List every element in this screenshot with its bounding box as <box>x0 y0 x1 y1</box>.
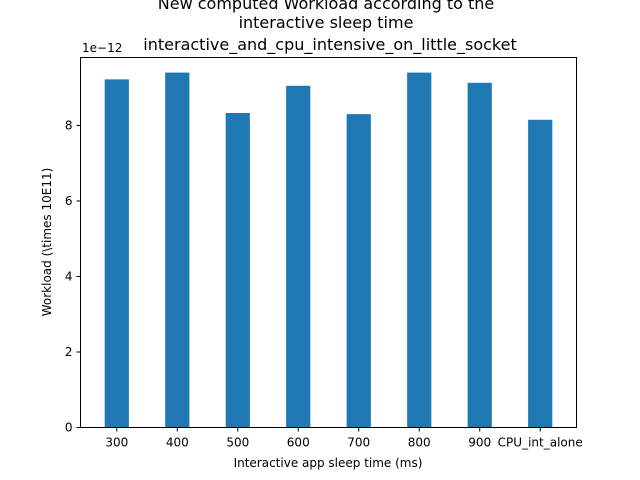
x-tick-label: 800 <box>408 436 431 450</box>
chart-title-line-3: interactive_and_cpu_intensive_on_little_… <box>143 35 516 55</box>
y-axis-ticks: 0 2 4 6 8 <box>65 118 81 435</box>
y-axis-label: Workload (\times 10E11) <box>40 168 54 317</box>
y-tick-label: 2 <box>65 345 73 359</box>
y-tick-label: 8 <box>65 118 73 132</box>
bar-300 <box>104 79 129 428</box>
x-axis-ticks: 300 400 500 600 700 800 900 CPU_int_alone <box>105 427 583 450</box>
x-axis-label: Interactive app sleep time (ms) <box>234 456 423 470</box>
chart-title: New computed Workload according to the i… <box>143 0 516 55</box>
x-tick-label: 400 <box>166 436 189 450</box>
chart-title-line-1: New computed Workload according to the <box>158 0 494 13</box>
x-tick-label: 700 <box>347 436 370 450</box>
y-tick-label: 6 <box>65 194 73 208</box>
bar-900 <box>467 82 492 428</box>
plot-frame <box>80 57 577 428</box>
bars-group <box>104 72 553 428</box>
bar-500 <box>225 113 250 428</box>
bar-700 <box>346 114 371 428</box>
chart-title-line-2: interactive sleep time <box>239 13 414 32</box>
bar-CPU_int_alone <box>528 119 553 428</box>
x-tick-label: 600 <box>287 436 310 450</box>
y-tick-label: 0 <box>65 421 73 435</box>
bar-600 <box>286 85 311 428</box>
bar-400 <box>165 72 190 428</box>
bar-800 <box>407 72 432 428</box>
x-tick-label: 300 <box>105 436 128 450</box>
x-tick-label: CPU_int_alone <box>498 436 583 450</box>
y-tick-label: 4 <box>65 269 73 283</box>
x-tick-label: 500 <box>226 436 249 450</box>
x-tick-label: 900 <box>468 436 491 450</box>
y-offset-label: 1e−12 <box>82 41 122 55</box>
